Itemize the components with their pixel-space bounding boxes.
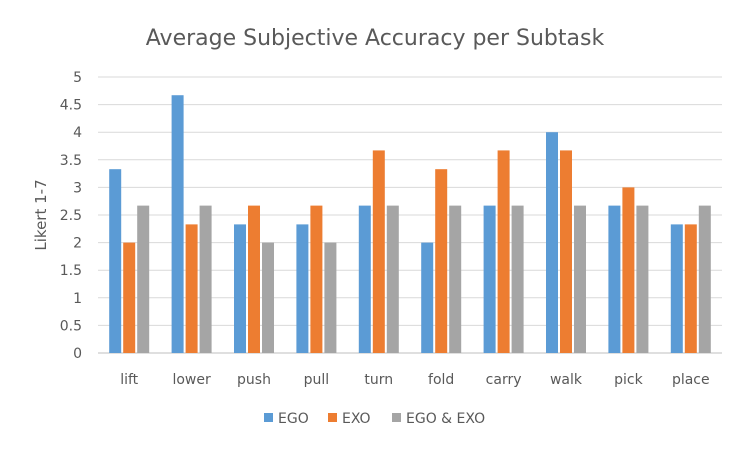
x-tick-label: place — [672, 372, 710, 388]
y-tick-label: 1 — [73, 291, 82, 307]
y-tick-label: 1.5 — [60, 263, 82, 279]
bar-pick-ego-exo — [636, 205, 649, 353]
bar-pull-ego-exo — [324, 242, 337, 353]
bar-lift-exo — [123, 242, 136, 353]
bars — [109, 95, 711, 353]
bar-pick-ego — [608, 205, 621, 353]
bar-place-ego-exo — [698, 205, 711, 353]
legend-label: EGO & EXO — [406, 411, 485, 427]
legend-swatch — [264, 413, 273, 422]
bar-walk-exo — [560, 150, 572, 353]
bar-lift-ego — [109, 169, 122, 353]
x-tick-label: lift — [120, 372, 138, 388]
y-tick-label: 3 — [73, 180, 82, 196]
x-tick-label: pull — [304, 372, 330, 388]
legend-swatch — [328, 413, 337, 422]
bar-place-exo — [684, 224, 697, 353]
y-tick-label: 2 — [73, 236, 82, 252]
x-tick-label: pick — [614, 372, 643, 388]
y-tick-label: 0.5 — [60, 318, 82, 334]
bar-walk-ego — [546, 132, 558, 353]
legend-label: EGO — [278, 411, 309, 427]
bar-place-ego — [670, 224, 683, 353]
bar-lower-ego — [171, 95, 184, 353]
y-axis-label: Likert 1-7 — [32, 179, 50, 250]
bar-carry-exo — [497, 150, 510, 353]
bar-lower-exo — [185, 224, 198, 353]
x-tick-label: walk — [550, 372, 583, 388]
bar-lower-ego-exo — [199, 205, 212, 353]
y-tick-label: 3.5 — [60, 153, 82, 169]
bar-walk-ego-exo — [574, 205, 586, 353]
bar-pick-exo — [622, 187, 635, 353]
bar-fold-ego-exo — [449, 205, 462, 353]
y-tick-label: 5 — [73, 70, 82, 86]
bar-turn-ego-exo — [386, 205, 399, 353]
bar-turn-ego — [358, 205, 371, 353]
bar-push-ego-exo — [262, 242, 274, 353]
x-tick-label: turn — [364, 372, 393, 388]
chart-title: Average Subjective Accuracy per Subtask — [146, 26, 605, 51]
y-tick-label: 4 — [73, 125, 82, 141]
x-tick-label: push — [237, 372, 271, 388]
bar-fold-exo — [435, 169, 448, 353]
x-axis-ticks: lift lower push pull turn fold carry walk pick pl… — [120, 372, 709, 388]
x-tick-label: lower — [172, 372, 211, 388]
x-tick-label: fold — [428, 372, 454, 388]
y-tick-label: 0 — [73, 346, 82, 362]
bar-carry-ego-exo — [511, 205, 524, 353]
bar-turn-exo — [372, 150, 385, 353]
y-tick-label: 4.5 — [60, 98, 82, 114]
bar-push-ego — [234, 224, 246, 353]
bar-pull-exo — [310, 205, 323, 353]
bar-lift-ego-exo — [137, 205, 150, 353]
bar-push-exo — [248, 205, 260, 353]
y-axis-ticks: 0 0.5 1 1.5 2 2.5 3 3.5 4 4.5 5 — [60, 70, 82, 362]
bar-carry-ego — [483, 205, 496, 353]
x-tick-label: carry — [486, 372, 522, 388]
legend-swatch — [392, 413, 401, 422]
bar-fold-ego — [421, 242, 434, 353]
bar-pull-ego — [296, 224, 309, 353]
legend: EGO EXO EGO & EXO — [264, 411, 485, 427]
legend-label: EXO — [342, 411, 371, 427]
y-tick-label: 2.5 — [60, 208, 82, 224]
